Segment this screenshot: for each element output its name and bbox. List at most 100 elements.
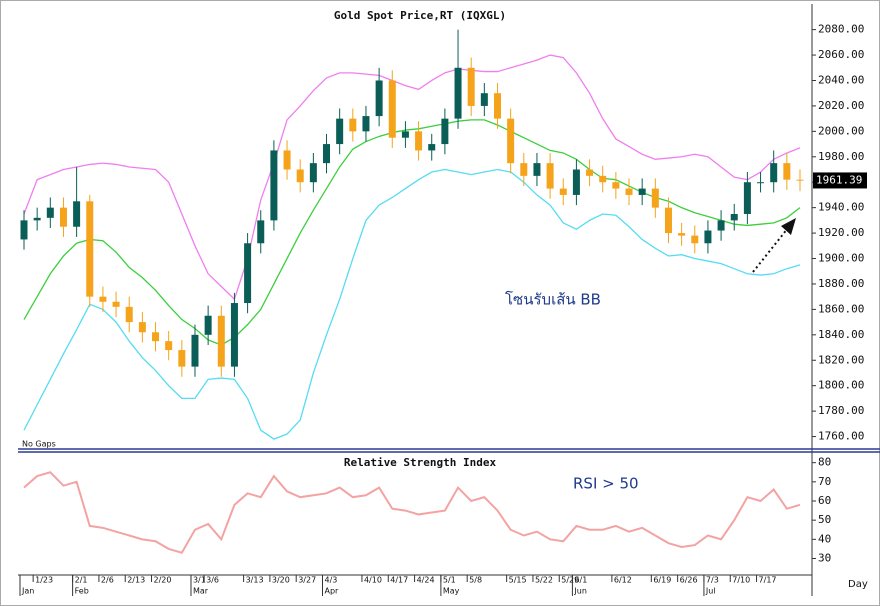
candle-body [572, 169, 580, 195]
y-tick-label: 2060.00 [818, 48, 864, 61]
candle-body [546, 163, 554, 189]
x-tick-label: 4/24 [417, 576, 435, 585]
candle-body [244, 243, 252, 304]
candle-body [33, 217, 41, 221]
x-tick-label: 6/1 [574, 576, 587, 585]
candle-body [138, 322, 146, 333]
candle-body [362, 116, 370, 132]
candle-body [283, 150, 291, 170]
candle-body [691, 235, 699, 244]
month-label: Jan [21, 587, 34, 596]
candle-body [612, 182, 620, 189]
x-tick-label: 5/22 [535, 576, 553, 585]
candle-body [296, 169, 304, 183]
candle-body [651, 188, 659, 208]
candle-body [112, 301, 120, 307]
annotation: RSI > 50 [573, 475, 639, 493]
candle-body [757, 182, 765, 184]
rsi-title: Relative Strength Index [344, 456, 497, 469]
x-tick-label: 4/3 [325, 576, 338, 585]
y-tick-label: 50 [818, 513, 831, 526]
x-tick-label: 3/20 [272, 576, 290, 585]
candle-body [152, 332, 160, 342]
month-label: Mar [193, 587, 209, 596]
candle-body [520, 163, 528, 176]
x-tick-label: 2/20 [154, 576, 172, 585]
candle-body [467, 67, 475, 106]
x-tick-label: 6/19 [653, 576, 671, 585]
candle-body [336, 118, 344, 145]
candle-body [493, 93, 501, 119]
candle-body [783, 163, 791, 180]
candle-body [678, 233, 686, 236]
x-tick-label: 5/8 [469, 576, 482, 585]
x-tick-label: 3/1 [193, 576, 206, 585]
y-tick-label: 1940.00 [818, 201, 864, 214]
y-tick-label: 1900.00 [818, 252, 864, 265]
y-tick-label: 1800.00 [818, 379, 864, 392]
candle-body [59, 207, 67, 227]
candle-body [441, 118, 449, 145]
y-tick-label: 30 [818, 552, 831, 565]
bollinger-band [23, 168, 801, 440]
y-tick-label: 2080.00 [818, 23, 864, 36]
month-label: Apr [325, 587, 340, 596]
candle-body [230, 303, 238, 367]
candle-body [217, 315, 225, 367]
x-tick-label: 5/29 [561, 576, 579, 585]
arrow [752, 227, 789, 273]
y-tick-label: 2040.00 [818, 73, 864, 86]
candle-body [770, 163, 778, 183]
candle-body [704, 230, 712, 244]
candle-body [349, 118, 357, 132]
note: No Gaps [22, 440, 56, 449]
x-tick-label: 5/1 [443, 576, 456, 585]
candle-body [638, 188, 646, 195]
candle-body [125, 306, 133, 323]
candle-body [428, 144, 436, 151]
candle-body [46, 207, 54, 218]
candle-body [664, 207, 672, 234]
x-tick-label: 6/26 [680, 576, 698, 585]
x-tick-label: 4/10 [364, 576, 382, 585]
candle-body [191, 334, 199, 367]
x-tick-label: 4/17 [390, 576, 408, 585]
candle-body [401, 131, 409, 138]
y-tick-label: 60 [818, 494, 831, 507]
x-tick-label: 3/27 [298, 576, 316, 585]
x-tick-label: 2/13 [127, 576, 145, 585]
x-tick-label: 7/17 [759, 576, 777, 585]
candle-body [375, 80, 383, 117]
rsi-line [23, 471, 801, 554]
candle-body [625, 188, 633, 195]
candle-body [20, 220, 28, 240]
candle-body [599, 175, 607, 183]
month-label: Feb [75, 587, 89, 596]
y-tick-label: 1820.00 [818, 353, 864, 366]
candle-body [796, 179, 804, 181]
x-tick-label: 3/6 [206, 576, 219, 585]
candle-body [99, 296, 107, 302]
candle-body [533, 163, 541, 176]
x-tick-label: 2/6 [101, 576, 114, 585]
y-tick-label: 1920.00 [818, 226, 864, 239]
x-tick-label: 5/15 [509, 576, 527, 585]
candle-body [309, 163, 317, 183]
month-label: Jul [705, 587, 716, 596]
month-label: Jun [573, 587, 587, 596]
candle-body [480, 93, 488, 106]
candle-body [73, 201, 81, 227]
month-label: May [443, 587, 460, 596]
x-unit: Day [848, 579, 868, 590]
x-tick-label: 7/3 [706, 576, 719, 585]
y-tick-label: 70 [818, 475, 831, 488]
y-tick-label: 1980.00 [818, 150, 864, 163]
candle-body [86, 201, 94, 297]
candle-body [257, 220, 265, 244]
candle-body [559, 188, 567, 195]
candle-body [178, 350, 186, 367]
y-tick-label: 80 [818, 456, 831, 469]
x-tick-label: 1/23 [35, 576, 53, 585]
candle-body [730, 214, 738, 221]
y-tick-label: 2000.00 [818, 124, 864, 137]
